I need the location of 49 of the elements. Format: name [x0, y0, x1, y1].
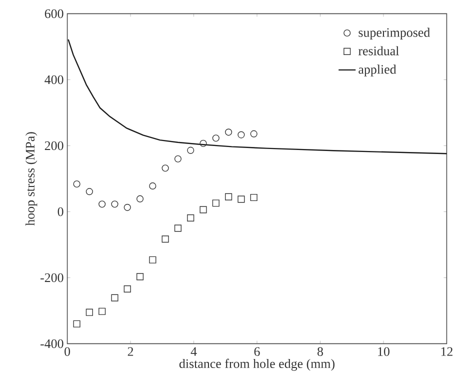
x-tick-label: 12 — [441, 347, 452, 356]
point — [162, 236, 169, 243]
point — [225, 128, 232, 136]
point — [111, 294, 118, 302]
point — [200, 206, 207, 214]
x-tick-label: 4 — [190, 347, 197, 356]
point — [250, 130, 258, 138]
y-tick-label: -400 — [40, 339, 64, 348]
point — [212, 134, 220, 142]
point — [225, 193, 232, 200]
point — [149, 182, 156, 190]
legend-label: superimposed — [358, 28, 430, 40]
point — [174, 224, 182, 232]
y-tick-label: 0 — [58, 207, 64, 216]
point — [86, 308, 93, 316]
point — [73, 180, 80, 188]
point — [73, 320, 80, 328]
point — [238, 196, 245, 203]
point — [124, 204, 131, 211]
point — [124, 285, 131, 292]
y-tick-label: 400 — [44, 75, 64, 84]
x-axis-title: distance from hole edge (mm) — [179, 358, 334, 371]
point — [200, 140, 207, 147]
y-tick-label: 600 — [44, 9, 64, 18]
y-tick-label: 200 — [44, 141, 64, 150]
line-series — [68, 38, 448, 154]
point — [250, 194, 258, 202]
point — [187, 146, 194, 154]
point — [187, 214, 194, 222]
point — [149, 256, 156, 264]
point — [238, 131, 245, 138]
point — [136, 273, 144, 280]
point — [174, 155, 182, 162]
point — [98, 200, 106, 208]
x-tick-label: 10 — [378, 347, 390, 356]
legend-label: residual — [358, 46, 399, 56]
point — [86, 188, 93, 196]
y-axis-title: hoop stress (MPa) — [25, 132, 38, 226]
y-tick-label: -200 — [40, 273, 64, 282]
x-tick-label: 0 — [64, 347, 70, 356]
x-tick-label: 6 — [254, 347, 260, 356]
point — [98, 308, 106, 315]
point — [162, 164, 169, 172]
x-tick-label: 2 — [128, 347, 134, 356]
point — [136, 195, 144, 202]
x-tick-label: 8 — [318, 347, 323, 356]
point — [111, 200, 118, 208]
point — [212, 200, 220, 207]
legend-label: applied — [358, 64, 396, 76]
